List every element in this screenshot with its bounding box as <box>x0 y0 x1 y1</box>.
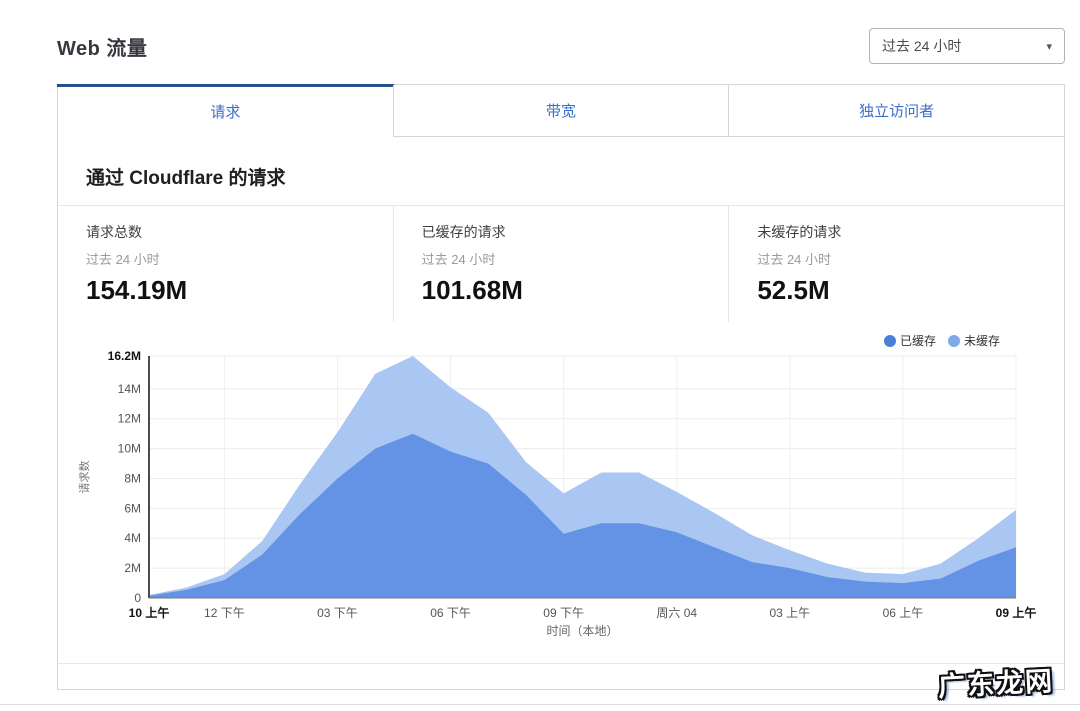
stat-label: 已缓存的请求 <box>421 224 506 240</box>
svg-text:12 下午: 12 下午 <box>204 606 245 620</box>
svg-text:03 下午: 03 下午 <box>317 606 358 620</box>
stat-value: 154.19M <box>86 275 188 305</box>
svg-text:06 上午: 06 上午 <box>883 606 924 620</box>
watermark: 广东龙网 <box>937 665 1055 703</box>
tab-requests-label: 请求 <box>210 103 241 121</box>
stat-total-requests: 请求总数 过去 24 小时 154.19M <box>58 206 393 322</box>
svg-text:请求数: 请求数 <box>78 461 91 494</box>
stat-cached-requests: 已缓存的请求 过去 24 小时 101.68M <box>392 206 729 322</box>
web-traffic-card: 请求 带宽 独立访问者 通过 Cloudflare 的请求 请求总数 过去 24… <box>57 84 1065 690</box>
page-title: Web 流量 <box>57 38 148 60</box>
svg-text:12M: 12M <box>118 412 141 426</box>
requests-area-chart: 0 2M 4M 6M 8M 10M 12M 14M 16.2M 10 上午 12 下午 03 下午 06… <box>58 328 1064 663</box>
stat-period: 过去 24 小时 <box>757 252 832 267</box>
stats-row: 请求总数 过去 24 小时 154.19M 已缓存的请求 过去 24 小时 10… <box>58 205 1064 322</box>
page-header: Web 流量 过去 24 小时 ▾ <box>57 24 1065 68</box>
stat-period: 过去 24 小时 <box>86 252 160 267</box>
svg-text:2M: 2M <box>124 561 141 575</box>
tab-unique-visitors[interactable]: 独立访问者 <box>728 85 1065 137</box>
svg-text:已缓存: 已缓存 <box>900 334 936 348</box>
svg-text:06 下午: 06 下午 <box>430 606 471 620</box>
svg-text:10M: 10M <box>118 442 141 456</box>
svg-text:03 上午: 03 上午 <box>769 606 810 620</box>
stat-value: 101.68M <box>421 275 523 305</box>
svg-text:14M: 14M <box>118 382 141 396</box>
page-bottom-divider <box>0 704 1080 705</box>
card-footer <box>58 663 1064 703</box>
tab-bandwidth-label: 带宽 <box>546 103 577 120</box>
tab-bar: 请求 带宽 独立访问者 <box>57 84 1065 137</box>
stat-period: 过去 24 小时 <box>421 252 496 267</box>
svg-text:09 下午: 09 下午 <box>543 606 584 620</box>
svg-text:16.2M: 16.2M <box>108 349 141 363</box>
svg-text:09 上午: 09 上午 <box>996 605 1037 620</box>
time-range-dropdown[interactable]: 过去 24 小时 ▾ <box>869 28 1065 64</box>
svg-text:未缓存: 未缓存 <box>964 334 1000 348</box>
chevron-down-icon: ▾ <box>1046 40 1052 53</box>
tab-unique-visitors-label: 独立访问者 <box>859 103 935 120</box>
svg-text:8M: 8M <box>124 471 141 485</box>
tab-bandwidth[interactable]: 带宽 <box>392 85 729 137</box>
svg-text:6M: 6M <box>124 501 141 515</box>
svg-text:4M: 4M <box>124 531 141 545</box>
stat-value: 52.5M <box>757 275 830 305</box>
stat-uncached-requests: 未缓存的请求 过去 24 小时 52.5M <box>728 206 1064 322</box>
svg-text:0: 0 <box>134 591 141 605</box>
svg-text:10 上午: 10 上午 <box>129 605 170 620</box>
time-range-value: 过去 24 小时 <box>882 38 962 54</box>
chart-canvas[interactable]: 0 2M 4M 6M 8M 10M 12M 14M 16.2M 10 上午 12 下午 03 下午 06… <box>58 328 1064 658</box>
tab-requests[interactable]: 请求 <box>57 84 394 137</box>
stat-label: 请求总数 <box>86 224 142 240</box>
svg-text:时间（本地）: 时间（本地） <box>546 624 618 638</box>
section-heading: 通过 Cloudflare 的请求 <box>86 168 286 189</box>
svg-text:周六 04: 周六 04 <box>656 606 697 620</box>
stat-label: 未缓存的请求 <box>757 224 842 240</box>
